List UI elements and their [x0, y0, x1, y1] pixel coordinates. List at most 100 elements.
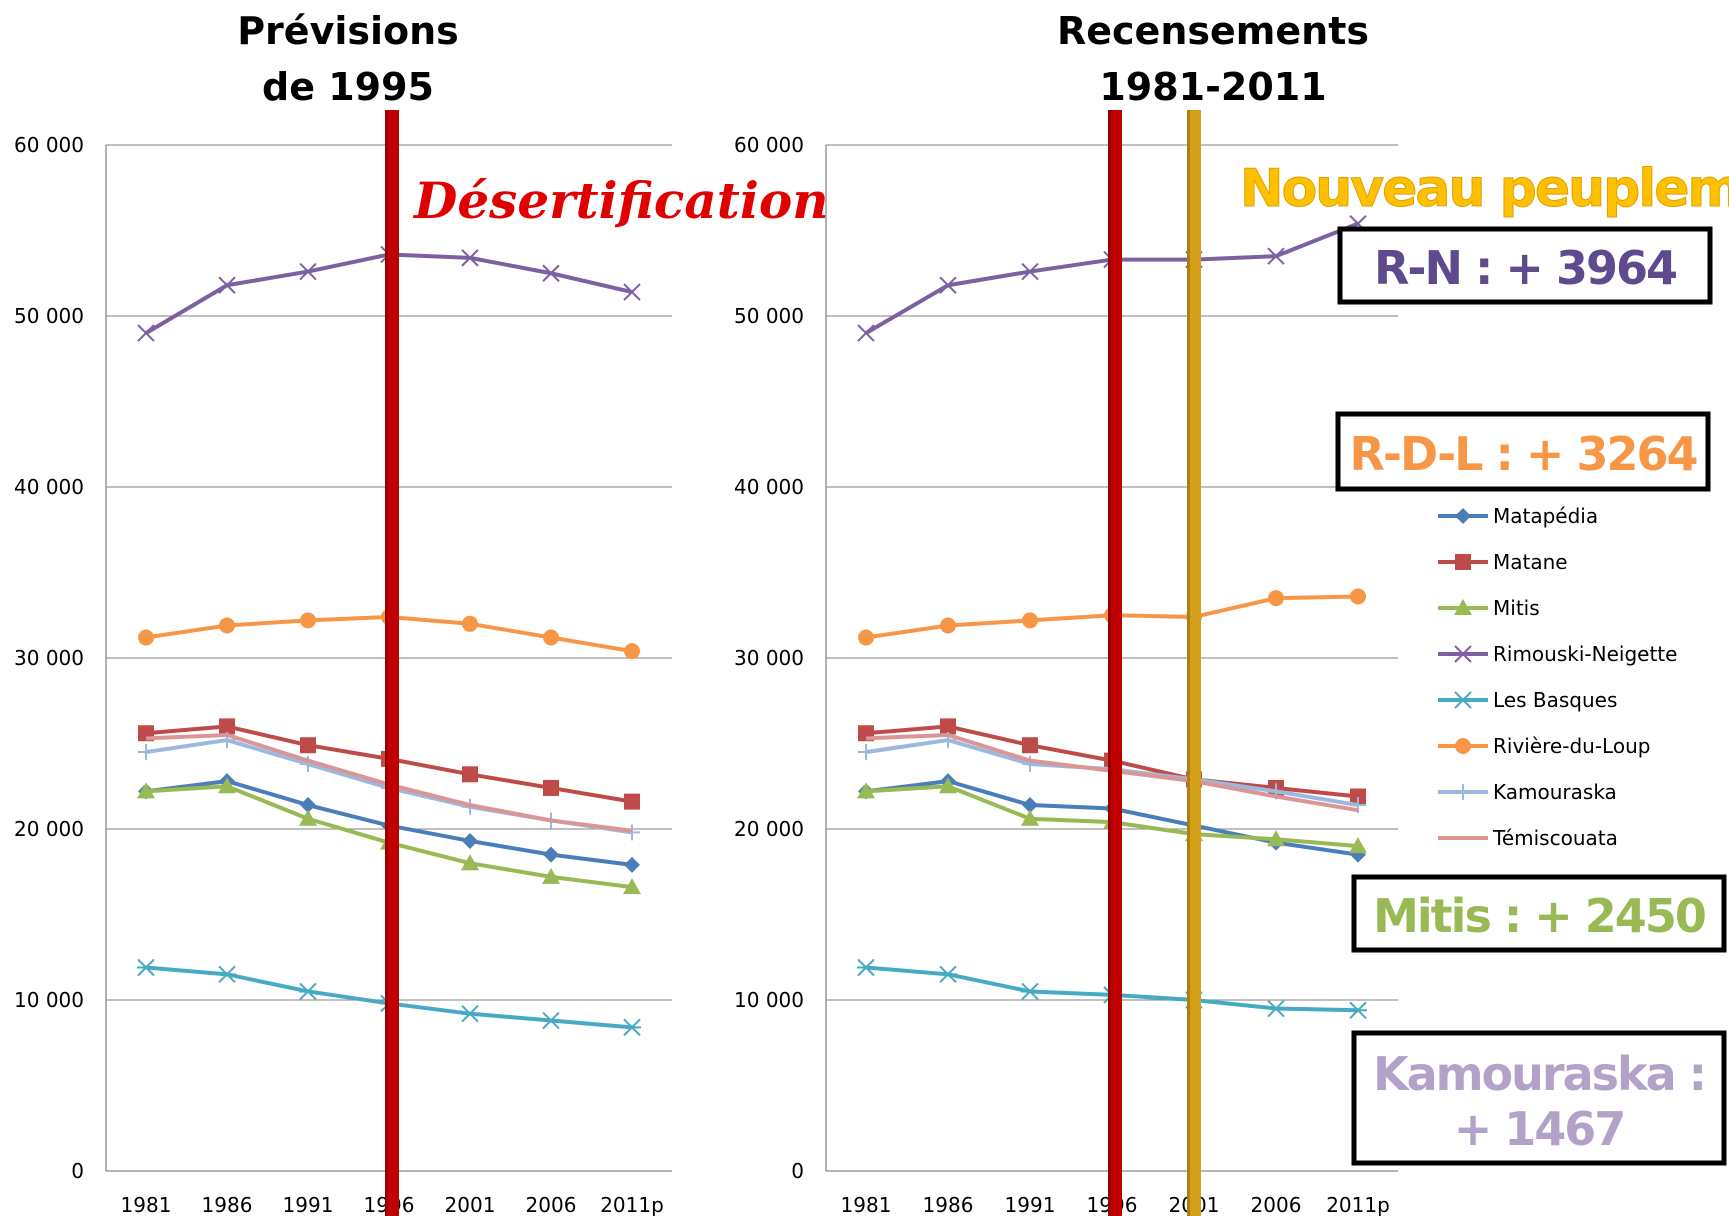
- legend-label: Rimouski-Neigette: [1493, 642, 1677, 666]
- chart1-y-tick-label: 60 000: [734, 133, 804, 157]
- chart0-x-tick-label: 1991: [283, 1193, 334, 1216]
- chart-left-title-line2: de 1995: [262, 65, 434, 109]
- legend-marker: [1454, 691, 1472, 709]
- chart0-data-point: [462, 615, 478, 632]
- chart1-red-marker-bar: [1108, 110, 1122, 1216]
- chart1-data-point: [1267, 830, 1285, 847]
- chart1-y-tick-label: 30 000: [734, 646, 804, 670]
- chart0-data-point: [137, 324, 155, 342]
- callout-rdl-box: [1335, 411, 1711, 492]
- chart1-data-point: [857, 782, 875, 799]
- chart1-data-point: [1350, 797, 1366, 814]
- chart1-x-tick-label: 1981: [841, 1193, 892, 1216]
- chart0-data-point: [300, 797, 316, 814]
- chart0-data-point: [543, 779, 559, 796]
- chart1-x-tick-label: 1991: [1005, 1193, 1056, 1216]
- chart1-data-point: [1022, 797, 1038, 814]
- callout-mitis-text: Mitis : + 2450: [1373, 889, 1705, 943]
- chart1-data-point: [1349, 837, 1367, 854]
- chart1-marker-bar-shade: [1187, 110, 1190, 1216]
- chart1-data-point: [940, 718, 956, 735]
- chart0-x-tick-label: 1981: [121, 1193, 172, 1216]
- chart0-y-tick-label: 20 000: [14, 817, 84, 841]
- legend-marker: [1455, 784, 1471, 800]
- chart0-data-point: [138, 744, 154, 761]
- chart1-data-point: [1349, 1001, 1367, 1019]
- chart0-data-point: [543, 629, 559, 646]
- chart1-data-point: [858, 744, 874, 761]
- chart0-data-point: [542, 1011, 560, 1030]
- callout-rn-box: [1337, 226, 1713, 305]
- chart0-data-point: [137, 782, 155, 799]
- chart0-y-tick-label: 0: [71, 1159, 84, 1183]
- chart1-y-tick-label: 40 000: [734, 475, 804, 499]
- chart0-data-point: [138, 629, 154, 646]
- chart1-x-tick-label: 2006: [1251, 1193, 1302, 1216]
- chart1-x-tick-label: 1986: [923, 1193, 974, 1216]
- chart0-data-point: [300, 737, 316, 754]
- chart0-y-tick-label: 50 000: [14, 304, 84, 328]
- chart0-data-point: [300, 612, 316, 629]
- nouveau-peuplement-annotation: Nouveau peuplement: [1240, 159, 1729, 219]
- chart1-data-point: [939, 276, 957, 294]
- chart0-y-tick-label: 10 000: [14, 988, 84, 1012]
- legend-marker: [1455, 554, 1471, 570]
- chart1-x-tick-label: 2011p: [1326, 1193, 1390, 1216]
- chart1-data-point: [1267, 999, 1285, 1018]
- chart0-y-tick-label: 60 000: [14, 133, 84, 157]
- chart1-data-point: [940, 617, 956, 634]
- legend-label: Matane: [1493, 550, 1568, 574]
- chart1-gold-marker-bar: [1187, 110, 1201, 1216]
- chart0-x-tick-label: 2011p: [600, 1193, 664, 1216]
- chart0-data-point: [624, 824, 640, 841]
- chart0-data-point: [218, 276, 236, 294]
- legend-marker: [1455, 508, 1471, 524]
- legend-label: Matapédia: [1493, 504, 1598, 528]
- chart-right-title-line2: 1981-2011: [1099, 65, 1326, 109]
- chart0-data-point: [219, 718, 235, 735]
- legend-marker: [1455, 738, 1471, 754]
- chart0-data-point: [624, 856, 640, 873]
- legend-label: Kamouraska: [1493, 780, 1617, 804]
- chart0-data-point: [461, 249, 479, 267]
- chart0-data-point: [543, 846, 559, 863]
- callout-rdl-text: R-D-L : + 3264: [1350, 427, 1697, 481]
- chart0-marker-bar-shade: [385, 110, 388, 1216]
- callout-kamouraska-box: [1351, 1030, 1727, 1166]
- legend-label: Témiscouata: [1492, 826, 1618, 850]
- chart0-x-tick-label: 2001: [445, 1193, 496, 1216]
- legend-label: Mitis: [1493, 596, 1540, 620]
- chart0-data-point: [137, 958, 155, 977]
- chart0-data-point: [218, 777, 236, 794]
- chart1-y-tick-label: 0: [791, 1159, 804, 1183]
- chart0-data-point: [624, 793, 640, 810]
- chart1-marker-bar-shade: [1108, 110, 1111, 1216]
- chart1-data-point: [1268, 590, 1284, 607]
- chart0-data-point: [299, 262, 317, 281]
- chart1-data-point: [1267, 247, 1285, 265]
- callout-mitis-box: [1351, 874, 1727, 953]
- chart0-data-point: [461, 854, 479, 871]
- legend-marker: [1454, 645, 1472, 663]
- chart1-y-tick-label: 20 000: [734, 817, 804, 841]
- chart1-data-point: [858, 629, 874, 646]
- chart0-data-point: [623, 283, 641, 301]
- callout-kamouraska-text: Kamouraska :: [1373, 1047, 1705, 1101]
- chart1-data-point: [1021, 982, 1039, 1001]
- chart0-data-point: [299, 809, 317, 826]
- chart0-data-point: [462, 832, 478, 849]
- chart1-data-point: [857, 958, 875, 977]
- chart-left-title-line1: Prévisions: [237, 9, 459, 53]
- chart1-data-point: [939, 965, 957, 984]
- chart1-data-point: [857, 324, 875, 342]
- chart0-y-tick-label: 40 000: [14, 475, 84, 499]
- chart-right-title-line1: Recensements: [1057, 9, 1369, 53]
- chart1-data-point: [1021, 809, 1039, 826]
- chart0-data-point: [623, 1018, 641, 1037]
- callout-kamouraska-text2: + 1467: [1454, 1102, 1625, 1156]
- chart0-data-point: [542, 264, 560, 282]
- chart1-data-point: [1350, 588, 1366, 605]
- chart1-y-tick-label: 10 000: [734, 988, 804, 1012]
- chart0-data-point: [219, 617, 235, 634]
- chart0-data-point: [461, 1004, 479, 1023]
